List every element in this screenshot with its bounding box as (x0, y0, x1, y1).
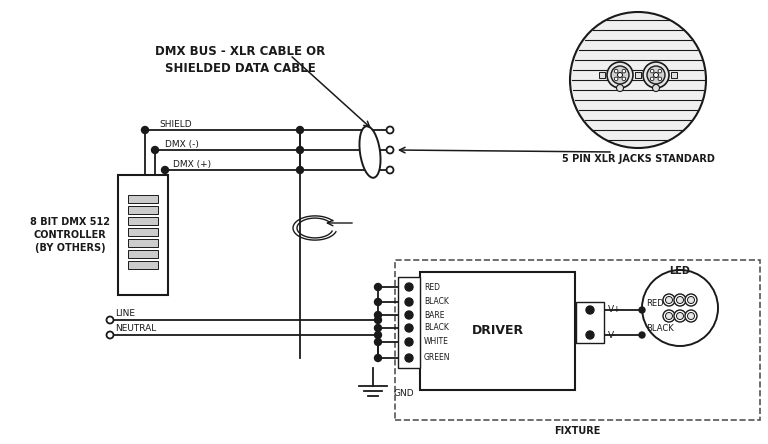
Circle shape (650, 69, 654, 73)
Text: BLACK: BLACK (646, 324, 674, 333)
Circle shape (375, 338, 382, 345)
Text: DRIVER: DRIVER (472, 325, 524, 337)
Circle shape (296, 127, 303, 134)
Text: BARE: BARE (424, 310, 445, 320)
Bar (128, 217, 158, 225)
Text: FIXTURE: FIXTURE (554, 426, 601, 436)
Circle shape (107, 332, 114, 338)
Circle shape (586, 331, 594, 339)
Circle shape (296, 166, 303, 174)
Bar (420, 272, 575, 390)
Circle shape (658, 77, 662, 81)
Circle shape (617, 84, 624, 91)
Circle shape (647, 66, 665, 84)
Text: DMX (+): DMX (+) (173, 160, 211, 169)
Circle shape (677, 313, 684, 320)
Circle shape (405, 354, 413, 362)
Circle shape (622, 69, 626, 73)
Circle shape (687, 297, 694, 304)
Circle shape (607, 62, 633, 88)
Circle shape (650, 77, 654, 81)
Text: RED: RED (646, 299, 664, 308)
Circle shape (685, 310, 697, 322)
Bar (635, 72, 641, 78)
Text: NEUTRAL: NEUTRAL (115, 324, 156, 333)
Bar (671, 72, 677, 78)
Text: DMX BUS - XLR CABLE OR
SHIELDED DATA CABLE: DMX BUS - XLR CABLE OR SHIELDED DATA CAB… (155, 45, 325, 75)
Bar (635, 72, 641, 78)
Circle shape (375, 354, 382, 361)
Circle shape (663, 294, 675, 306)
Bar (395, 260, 760, 420)
Text: 8 BIT DMX 512
CONTROLLER
(BY OTHERS): 8 BIT DMX 512 CONTROLLER (BY OTHERS) (30, 217, 110, 253)
Circle shape (405, 298, 413, 306)
Circle shape (375, 317, 382, 324)
Circle shape (674, 310, 686, 322)
Circle shape (663, 310, 675, 322)
Bar (128, 195, 158, 203)
Text: RED: RED (424, 282, 440, 292)
Bar (599, 72, 605, 78)
Circle shape (622, 77, 626, 81)
Circle shape (375, 284, 382, 290)
Text: BLACK: BLACK (424, 297, 449, 306)
Circle shape (386, 166, 393, 174)
Circle shape (586, 306, 594, 314)
Text: DMX (-): DMX (-) (165, 140, 199, 149)
Bar (128, 228, 158, 236)
Circle shape (654, 72, 658, 78)
Circle shape (161, 166, 168, 174)
Text: LINE: LINE (115, 309, 135, 318)
Circle shape (685, 294, 697, 306)
Text: BLACK: BLACK (424, 324, 449, 333)
Text: V+: V+ (608, 305, 621, 314)
Text: SHIELD: SHIELD (159, 120, 192, 129)
Bar (576, 302, 604, 343)
Circle shape (677, 297, 684, 304)
Circle shape (386, 147, 393, 154)
Text: 5 PIN XLR JACKS STANDARD: 5 PIN XLR JACKS STANDARD (561, 154, 714, 164)
Bar (128, 250, 158, 258)
Circle shape (687, 313, 694, 320)
Bar (128, 261, 158, 269)
Circle shape (375, 312, 382, 318)
Circle shape (611, 66, 629, 84)
Circle shape (375, 298, 382, 305)
Text: GND: GND (393, 389, 414, 399)
Text: LED: LED (670, 266, 690, 276)
Circle shape (642, 270, 718, 346)
Text: V-: V- (608, 330, 617, 340)
Circle shape (666, 297, 673, 304)
Circle shape (570, 12, 706, 148)
Bar (128, 239, 158, 247)
Circle shape (674, 294, 686, 306)
Circle shape (405, 283, 413, 291)
Circle shape (151, 147, 158, 154)
Circle shape (639, 307, 645, 313)
Bar (118, 175, 168, 295)
Circle shape (375, 325, 382, 332)
Circle shape (643, 62, 669, 88)
Circle shape (141, 127, 148, 134)
Circle shape (405, 338, 413, 346)
Text: GREEN: GREEN (424, 353, 451, 362)
Circle shape (386, 127, 393, 134)
Circle shape (375, 332, 382, 338)
Circle shape (405, 324, 413, 332)
Circle shape (296, 147, 303, 154)
Circle shape (405, 311, 413, 319)
Circle shape (614, 77, 618, 81)
Circle shape (658, 69, 662, 73)
Circle shape (614, 69, 618, 73)
Circle shape (617, 72, 623, 78)
Circle shape (653, 84, 660, 91)
Circle shape (666, 313, 673, 320)
Circle shape (639, 332, 645, 338)
Circle shape (107, 317, 114, 324)
Bar (128, 206, 158, 214)
Text: WHITE: WHITE (424, 337, 449, 346)
Ellipse shape (359, 126, 380, 178)
Bar (398, 277, 420, 368)
